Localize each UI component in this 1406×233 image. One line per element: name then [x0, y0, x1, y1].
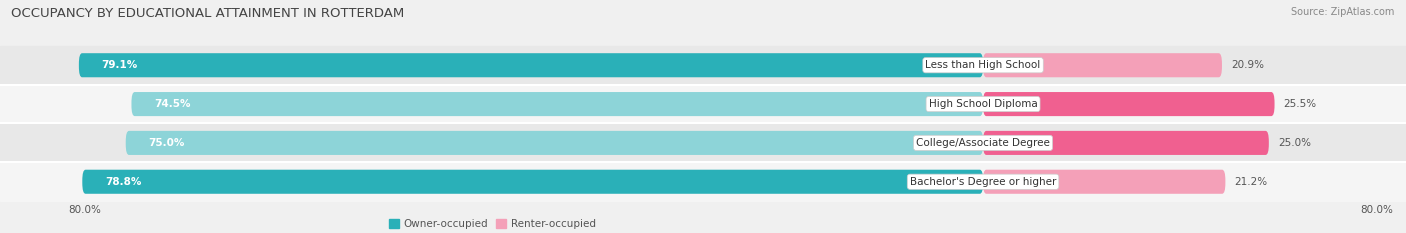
Text: 75.0%: 75.0% — [149, 138, 186, 148]
FancyBboxPatch shape — [983, 92, 1275, 116]
Bar — [0, 46, 1406, 85]
FancyBboxPatch shape — [125, 131, 983, 155]
Bar — [0, 162, 1406, 201]
Text: 79.1%: 79.1% — [101, 60, 138, 70]
Text: Source: ZipAtlas.com: Source: ZipAtlas.com — [1291, 7, 1395, 17]
Text: 25.5%: 25.5% — [1284, 99, 1317, 109]
Text: High School Diploma: High School Diploma — [929, 99, 1038, 109]
Text: 74.5%: 74.5% — [155, 99, 191, 109]
Text: OCCUPANCY BY EDUCATIONAL ATTAINMENT IN ROTTERDAM: OCCUPANCY BY EDUCATIONAL ATTAINMENT IN R… — [11, 7, 405, 20]
Text: 80.0%: 80.0% — [1360, 205, 1393, 215]
Text: College/Associate Degree: College/Associate Degree — [917, 138, 1050, 148]
FancyBboxPatch shape — [983, 53, 1222, 77]
FancyBboxPatch shape — [983, 131, 1268, 155]
Text: Bachelor's Degree or higher: Bachelor's Degree or higher — [910, 177, 1056, 187]
Bar — [0, 123, 1406, 162]
Bar — [0, 85, 1406, 123]
Text: 80.0%: 80.0% — [69, 205, 101, 215]
Legend: Owner-occupied, Renter-occupied: Owner-occupied, Renter-occupied — [388, 219, 596, 229]
Text: 78.8%: 78.8% — [105, 177, 142, 187]
FancyBboxPatch shape — [131, 92, 983, 116]
FancyBboxPatch shape — [983, 170, 1226, 194]
Text: Less than High School: Less than High School — [925, 60, 1040, 70]
Text: 25.0%: 25.0% — [1278, 138, 1310, 148]
Text: 20.9%: 20.9% — [1232, 60, 1264, 70]
Text: 21.2%: 21.2% — [1234, 177, 1268, 187]
FancyBboxPatch shape — [83, 170, 983, 194]
FancyBboxPatch shape — [79, 53, 983, 77]
